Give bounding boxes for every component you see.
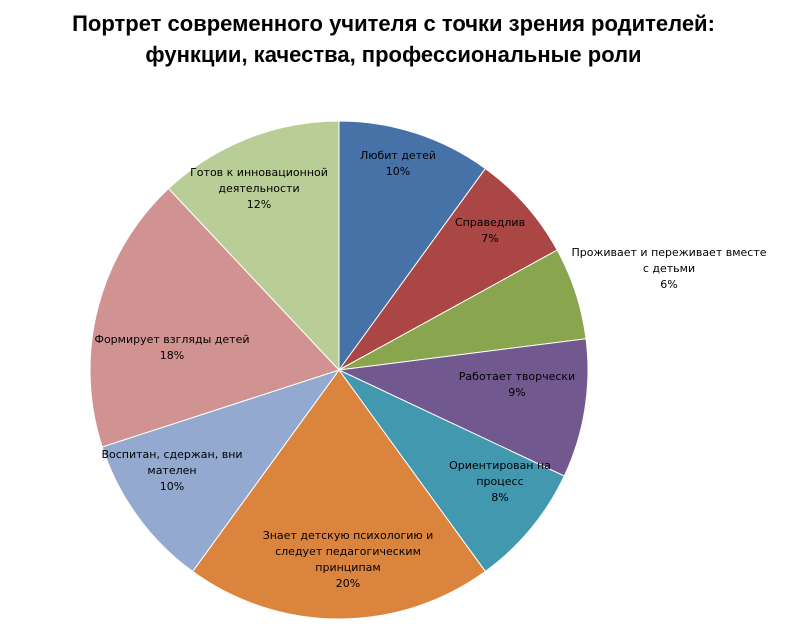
pie-slice-6	[191, 369, 487, 620]
slice-label-3: Проживает и переживает вместе с детьми 6%	[571, 246, 766, 291]
chart-title: Портрет современного учителя с точки зре…	[0, 8, 787, 70]
pie-slice-5	[338, 369, 565, 573]
slice-label-9: Готов к инновационной деятельности 12%	[190, 166, 328, 211]
slice-label-2: Справедлив 7%	[455, 216, 525, 245]
slice-label-line: Работает творчески	[459, 370, 575, 383]
slice-percent-5: 8%	[491, 491, 508, 504]
slice-label-line: Справедлив	[455, 216, 525, 229]
pie-slice-8	[89, 187, 340, 448]
slice-label-line: Готов к инновационной	[190, 166, 328, 179]
slice-label-line: Любит детей	[360, 149, 436, 162]
slice-percent-9: 12%	[247, 198, 271, 211]
slice-label-5: Ориентирован на процесс 8%	[449, 459, 551, 504]
slice-percent-2: 7%	[481, 232, 498, 245]
slice-percent-8: 18%	[160, 349, 184, 362]
chart-title-line-1: Портрет современного учителя с точки зре…	[72, 11, 715, 36]
slice-label-line: принципам	[315, 561, 380, 574]
slice-label-8: Формирует взгляды детей 18%	[94, 333, 249, 362]
slice-label-line: Знает детскую психологию и	[263, 529, 434, 542]
slice-percent-4: 9%	[508, 386, 525, 399]
slice-percent-6: 20%	[336, 577, 360, 590]
pie-slice-2	[338, 167, 558, 371]
slice-label-line: Проживает и переживает вместе	[571, 246, 766, 259]
slice-percent-3: 6%	[660, 278, 677, 291]
slice-label-line: деятельности	[218, 182, 299, 195]
slice-label-line: Формирует взгляды детей	[94, 333, 249, 346]
pie-slice-9	[167, 120, 340, 372]
slice-label-1: Любит детей 10%	[360, 149, 436, 178]
pie-slices	[89, 120, 589, 620]
slice-label-line: следует педагогическим	[275, 545, 421, 558]
pie-slice-4	[337, 338, 589, 477]
slice-percent-1: 10%	[386, 165, 410, 178]
slice-percent-7: 10%	[160, 480, 184, 493]
slice-label-line: с детьми	[643, 262, 695, 275]
slice-label-line: мателен	[147, 464, 196, 477]
slice-label-line: Ориентирован на	[449, 459, 551, 472]
slice-label-line: Воспитан, сдержан, вни	[101, 448, 242, 461]
slice-label-6: Знает детскую психологию и следует педаго…	[263, 529, 434, 590]
pie-labels: Любит детей 10% Справедлив 7% Проживает и пе…	[94, 149, 766, 590]
slice-label-4: Работает творчески 9%	[459, 370, 575, 399]
slice-label-line: процесс	[476, 475, 523, 488]
chart-title-line-2: функции, качества, профессиональные роли	[145, 42, 642, 67]
slice-label-7: Воспитан, сдержан, вни мателен 10%	[101, 448, 242, 493]
pie-slice-7	[101, 369, 341, 573]
pie-slice-1	[338, 120, 487, 372]
